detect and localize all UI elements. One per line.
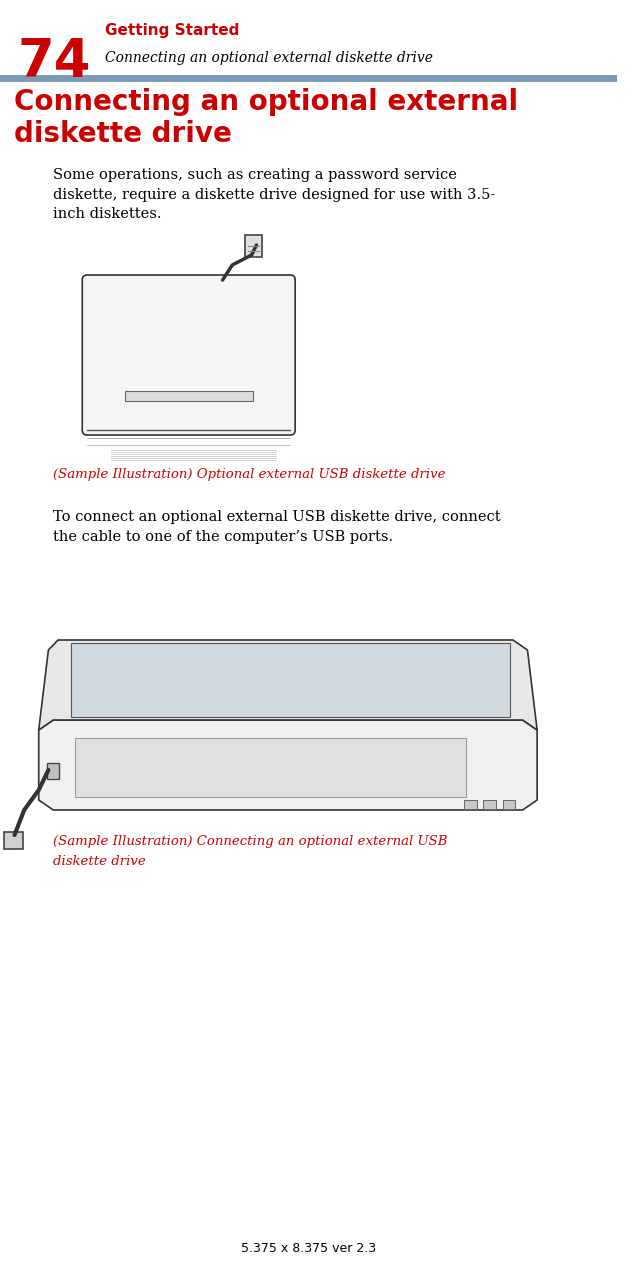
- Text: 74: 74: [17, 36, 91, 88]
- FancyBboxPatch shape: [47, 763, 59, 779]
- FancyBboxPatch shape: [464, 799, 477, 808]
- Text: Some operations, such as creating a password service
diskette, require a diskett: Some operations, such as creating a pass…: [53, 168, 496, 221]
- FancyBboxPatch shape: [125, 391, 253, 400]
- FancyBboxPatch shape: [245, 235, 262, 257]
- Text: To connect an optional external USB diskette drive, connect
the cable to one of : To connect an optional external USB disk…: [53, 510, 501, 544]
- Text: 5.375 x 8.375 ver 2.3: 5.375 x 8.375 ver 2.3: [241, 1242, 376, 1254]
- Polygon shape: [39, 641, 537, 730]
- Text: Connecting an optional external diskette drive: Connecting an optional external diskette…: [105, 51, 433, 65]
- Text: (Sample Illustration) Connecting an optional external USB: (Sample Illustration) Connecting an opti…: [53, 835, 448, 848]
- FancyBboxPatch shape: [71, 643, 510, 717]
- Text: Connecting an optional external diskette drive: Connecting an optional external diskette…: [13, 88, 517, 149]
- FancyBboxPatch shape: [75, 738, 466, 797]
- Text: Getting Started: Getting Started: [105, 23, 239, 38]
- FancyBboxPatch shape: [503, 799, 516, 808]
- Text: (Sample Illustration) Optional external USB diskette drive: (Sample Illustration) Optional external …: [53, 468, 446, 480]
- FancyBboxPatch shape: [4, 833, 23, 849]
- Text: diskette drive: diskette drive: [53, 855, 146, 868]
- FancyBboxPatch shape: [82, 275, 295, 435]
- FancyBboxPatch shape: [484, 799, 496, 808]
- Polygon shape: [39, 719, 537, 810]
